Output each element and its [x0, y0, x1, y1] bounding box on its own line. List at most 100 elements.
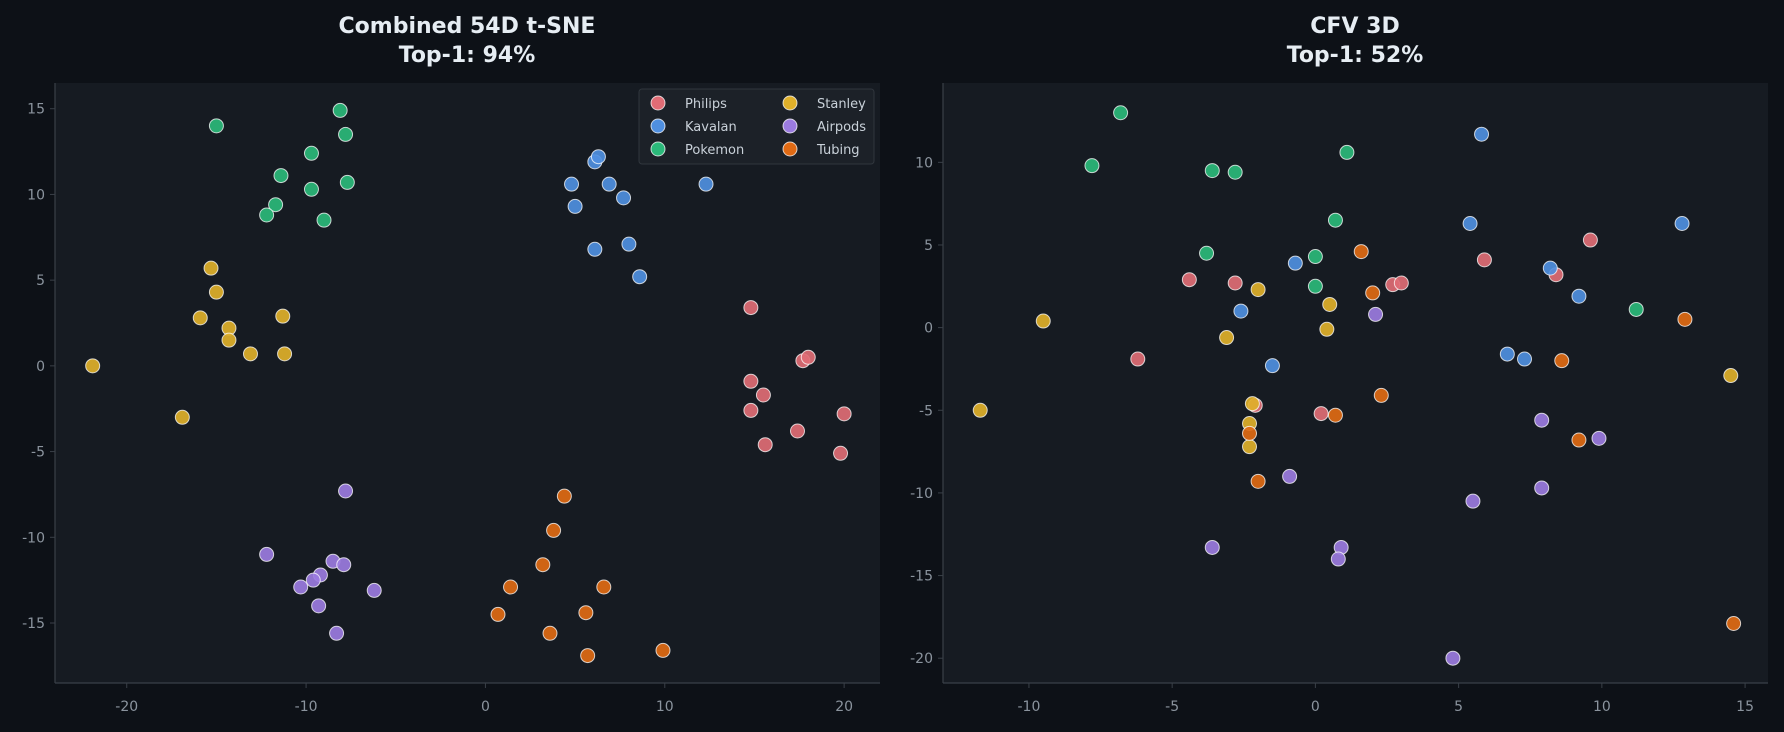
data-point-philips: [800, 349, 816, 365]
x-tick-label: 10: [656, 699, 674, 715]
data-point-tubing: [490, 606, 506, 622]
data-point-philips: [743, 402, 759, 418]
data-point-kavalan: [590, 149, 606, 165]
data-point-kavalan: [1264, 358, 1280, 374]
data-point-tubing: [1242, 425, 1258, 441]
data-point-airpods: [1445, 650, 1461, 666]
data-point-philips: [1181, 272, 1197, 288]
x-tick-label: 0: [1311, 699, 1320, 715]
y-tick-label: -15: [22, 616, 45, 632]
data-point-kavalan: [698, 176, 714, 192]
chart-title-line-1: Combined 54D t-SNE: [339, 14, 596, 39]
data-point-airpods: [338, 483, 354, 499]
y-tick-label: 0: [924, 321, 933, 337]
data-point-airpods: [305, 572, 321, 588]
y-tick-label: 0: [36, 359, 45, 375]
legend-marker-tubing: [782, 141, 798, 157]
data-point-pokemon: [208, 118, 224, 134]
data-point-tubing: [535, 557, 551, 573]
y-tick-label: -10: [22, 530, 45, 546]
data-point-pokemon: [1199, 245, 1215, 261]
data-point-kavalan: [1571, 288, 1587, 304]
data-point-airpods: [293, 579, 309, 595]
data-point-kavalan: [1462, 215, 1478, 231]
data-point-tubing: [546, 522, 562, 538]
chart-title-line-2: Top-1: 52%: [1287, 43, 1424, 68]
data-point-pokemon: [1307, 278, 1323, 294]
data-point-tubing: [556, 488, 572, 504]
data-point-stanley: [1219, 330, 1235, 346]
data-point-pokemon: [316, 212, 332, 228]
data-point-stanley: [1244, 396, 1260, 412]
data-point-stanley: [1723, 368, 1739, 384]
x-tick-label: -20: [115, 699, 138, 715]
data-point-pokemon: [259, 207, 275, 223]
data-point-philips: [1130, 351, 1146, 367]
data-point-tubing: [542, 625, 558, 641]
y-tick-label: 10: [27, 187, 45, 203]
legend-label-airpods: Airpods: [817, 120, 866, 135]
data-point-pokemon: [268, 197, 284, 213]
data-point-stanley: [972, 402, 988, 418]
data-points: [85, 102, 852, 664]
data-point-pokemon: [339, 174, 355, 190]
data-point-airpods: [259, 546, 275, 562]
legend-label-philips: Philips: [685, 97, 727, 112]
legend: Philips Kavalan Pokemon Stanley Airpods Tubin…: [638, 88, 875, 165]
data-point-stanley: [221, 332, 237, 348]
data-point-stanley: [192, 310, 208, 326]
legend-box: [638, 88, 875, 165]
plot-area: [943, 83, 1768, 683]
data-point-philips: [755, 387, 771, 403]
data-point-stanley: [1319, 321, 1335, 337]
y-tick-label: 10: [915, 155, 933, 171]
data-point-kavalan: [1542, 260, 1558, 276]
data-point-pokemon: [332, 102, 348, 118]
legend-label-pokemon: Pokemon: [685, 143, 744, 158]
data-point-airpods: [1534, 412, 1550, 428]
chart-panel-2: CFV 3D Top-1: 52% -10 -5 0 5 10 15 -20 -15 -10 -5 0 5…: [910, 14, 1768, 715]
data-point-stanley: [1250, 282, 1266, 298]
data-point-tubing: [580, 648, 596, 664]
legend-marker-stanley: [782, 95, 798, 111]
data-point-tubing: [1677, 311, 1693, 327]
data-point-pokemon: [273, 168, 289, 184]
data-point-stanley: [1322, 296, 1338, 312]
data-point-airpods: [1465, 493, 1481, 509]
legend-label-tubing: Tubing: [816, 143, 860, 158]
data-point-philips: [743, 373, 759, 389]
y-tick-label: -5: [31, 445, 45, 461]
data-point-philips: [833, 445, 849, 461]
chart-title-line-1: CFV 3D: [1310, 14, 1399, 39]
data-point-kavalan: [1233, 303, 1249, 319]
data-point-tubing: [1365, 285, 1381, 301]
y-tick-label: -5: [919, 403, 933, 419]
data-point-kavalan: [567, 198, 583, 214]
data-point-airpods: [1368, 306, 1384, 322]
data-point-stanley: [1242, 439, 1258, 455]
data-point-tubing: [596, 579, 612, 595]
x-tick-label: 5: [1454, 699, 1463, 715]
data-point-airpods: [1330, 551, 1346, 567]
y-tick-label: -20: [910, 651, 933, 667]
data-point-pokemon: [338, 126, 354, 142]
data-point-tubing: [1571, 432, 1587, 448]
data-point-airpods: [311, 598, 327, 614]
data-point-airpods: [1204, 539, 1220, 555]
data-point-philips: [1313, 406, 1329, 422]
data-point-philips: [1227, 275, 1243, 291]
x-tick-label: -5: [1165, 699, 1179, 715]
data-point-airpods: [1534, 480, 1550, 496]
chart-panel-1: Combined 54D t-SNE Top-1: 94% -20 -10 0 10 20 -…: [22, 14, 880, 715]
data-point-philips: [1393, 275, 1409, 291]
data-point-pokemon: [1628, 301, 1644, 317]
data-point-kavalan: [616, 190, 632, 206]
data-point-philips: [1476, 252, 1492, 268]
data-point-pokemon: [1227, 164, 1243, 180]
data-point-stanley: [208, 284, 224, 300]
legend-marker-kavalan: [650, 118, 666, 134]
data-point-tubing: [1353, 244, 1369, 260]
y-tick-label: -15: [910, 569, 933, 585]
legend-label-stanley: Stanley: [817, 97, 866, 112]
